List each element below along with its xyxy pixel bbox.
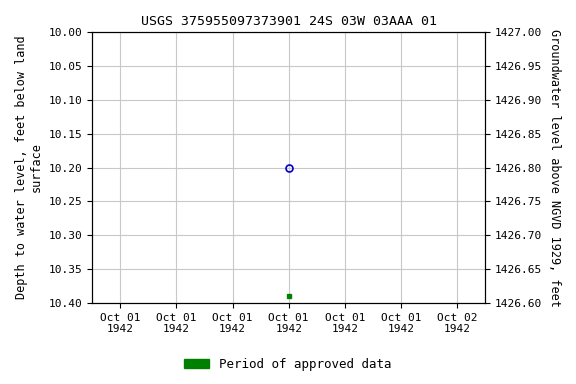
Y-axis label: Groundwater level above NGVD 1929, feet: Groundwater level above NGVD 1929, feet — [548, 28, 561, 306]
Title: USGS 375955097373901 24S 03W 03AAA 01: USGS 375955097373901 24S 03W 03AAA 01 — [141, 15, 437, 28]
Y-axis label: Depth to water level, feet below land
surface: Depth to water level, feet below land su… — [15, 36, 43, 300]
Legend: Period of approved data: Period of approved data — [179, 353, 397, 376]
